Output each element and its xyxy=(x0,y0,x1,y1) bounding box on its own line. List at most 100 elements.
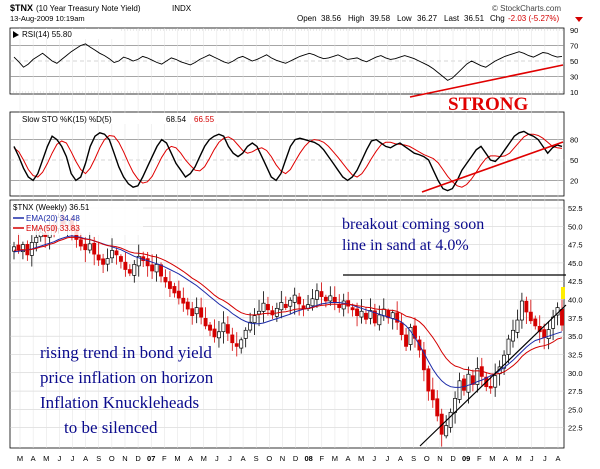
candle-body xyxy=(266,304,270,311)
candle-body xyxy=(337,304,342,308)
axis-labels: 90 70 50 30 10 80 50 20 52.5 50.0 47.5 45.0 42.5 40.0… xyxy=(17,26,583,463)
x-tick-label: O xyxy=(424,454,430,463)
header-chg-label: Chg xyxy=(490,14,505,23)
candle-body xyxy=(248,321,253,331)
x-tick-label: F xyxy=(162,454,167,463)
candle-body xyxy=(212,328,217,338)
header-open: 38.56 xyxy=(321,14,342,23)
candle-body xyxy=(315,290,319,300)
header-date: 13-Aug-2009 10:19am xyxy=(10,14,85,23)
x-tick-label: J xyxy=(228,454,232,463)
x-tick-label: A xyxy=(398,454,403,463)
x-tick-label: J xyxy=(57,454,61,463)
rsi-tick-label: 10 xyxy=(570,88,578,97)
candle-body xyxy=(83,243,88,251)
price-series xyxy=(12,207,564,447)
candle-body xyxy=(110,250,114,259)
candle-body xyxy=(234,343,239,347)
price-tick-label: 42.5 xyxy=(568,277,583,286)
gridlines xyxy=(10,28,564,448)
x-tick-label: J xyxy=(386,454,390,463)
candle-body xyxy=(279,302,284,311)
header-chg: -2.03 (-5.27%) xyxy=(508,14,559,23)
rsi-series xyxy=(13,43,563,81)
sto-title-bg xyxy=(11,113,221,124)
candle-body xyxy=(132,264,137,276)
candle-body xyxy=(475,368,480,385)
trendlines xyxy=(343,64,567,447)
candle-body xyxy=(395,312,400,323)
candle-body xyxy=(243,329,248,339)
ema20-legend-label: EMA(20) 34.48 xyxy=(26,214,80,223)
price-tick-label: 47.5 xyxy=(568,241,583,250)
candle-body xyxy=(524,300,529,313)
candle-body xyxy=(506,338,511,355)
header-high: 39.58 xyxy=(370,14,391,23)
candle-body xyxy=(190,308,195,316)
rsi-tick-label: 70 xyxy=(570,42,578,51)
candle-body xyxy=(511,329,515,342)
x-tick-label: 07 xyxy=(147,454,155,463)
sto-d-value: 66.55 xyxy=(194,115,215,124)
candle-body xyxy=(163,277,168,283)
candle-body xyxy=(105,258,110,265)
candle-body xyxy=(488,386,493,389)
annotation-bottom-2: price inflation on horizon xyxy=(40,368,214,387)
annotation-strong: STRONG xyxy=(448,94,528,115)
x-tick-label: F xyxy=(477,454,482,463)
candle-body xyxy=(372,310,377,324)
x-tick-label: J xyxy=(372,454,376,463)
candle-body xyxy=(341,300,346,310)
price-tick-label: 45.0 xyxy=(568,259,583,268)
header-low: 36.27 xyxy=(417,14,438,23)
header-name: (10 Year Treasury Note Yield) xyxy=(36,4,141,13)
annotation-bottom-1: rising trend in bond yield xyxy=(40,343,212,362)
rsi-line xyxy=(13,43,563,81)
candle-body xyxy=(118,256,123,262)
candle-body xyxy=(519,300,524,321)
candle-body xyxy=(533,318,538,327)
x-tick-label: D xyxy=(450,454,456,463)
price-tick-label: 50.0 xyxy=(568,222,583,231)
rsi-trendline xyxy=(409,64,564,98)
price-tick-label: 25.0 xyxy=(568,405,583,414)
candle-body xyxy=(323,296,328,302)
candle-body xyxy=(560,308,564,326)
x-tick-label: M xyxy=(17,454,23,463)
price-tick-label: 30.0 xyxy=(568,369,583,378)
candle-body xyxy=(390,312,395,319)
candle-body xyxy=(319,291,324,297)
candle-body xyxy=(114,250,119,256)
candle-body xyxy=(101,258,106,265)
x-tick-label: N xyxy=(122,454,127,463)
candle-body xyxy=(159,264,163,277)
candle-body xyxy=(359,310,364,318)
candle-body xyxy=(208,324,212,331)
candle-body xyxy=(96,254,101,261)
candle-body xyxy=(332,296,337,303)
candle-body xyxy=(176,290,181,299)
header-exchange: INDX xyxy=(172,4,192,13)
candle-body xyxy=(448,411,453,428)
sto-title: Slow STO %K(15) %D(5) xyxy=(22,115,112,124)
sto-k-line xyxy=(13,130,563,192)
price-tick-label: 52.5 xyxy=(568,204,583,213)
sto-panel-frame xyxy=(9,111,565,197)
candle-body xyxy=(167,281,172,289)
x-tick-label: M xyxy=(43,454,49,463)
x-tick-label: M xyxy=(201,454,207,463)
x-tick-label: D xyxy=(135,454,141,463)
candle-body xyxy=(288,299,293,307)
candle-body xyxy=(328,295,333,302)
x-tick-label: J xyxy=(71,454,75,463)
candle-body xyxy=(297,296,302,305)
candle-body xyxy=(172,286,177,294)
candle-body xyxy=(199,307,204,318)
x-tick-label: S xyxy=(96,454,101,463)
x-tick-label: S xyxy=(411,454,416,463)
price-tick-label: 40.0 xyxy=(568,296,583,305)
candle-body xyxy=(154,264,159,273)
annotation-bottom-4: to be silenced xyxy=(64,418,158,437)
x-tick-label: 09 xyxy=(462,454,470,463)
